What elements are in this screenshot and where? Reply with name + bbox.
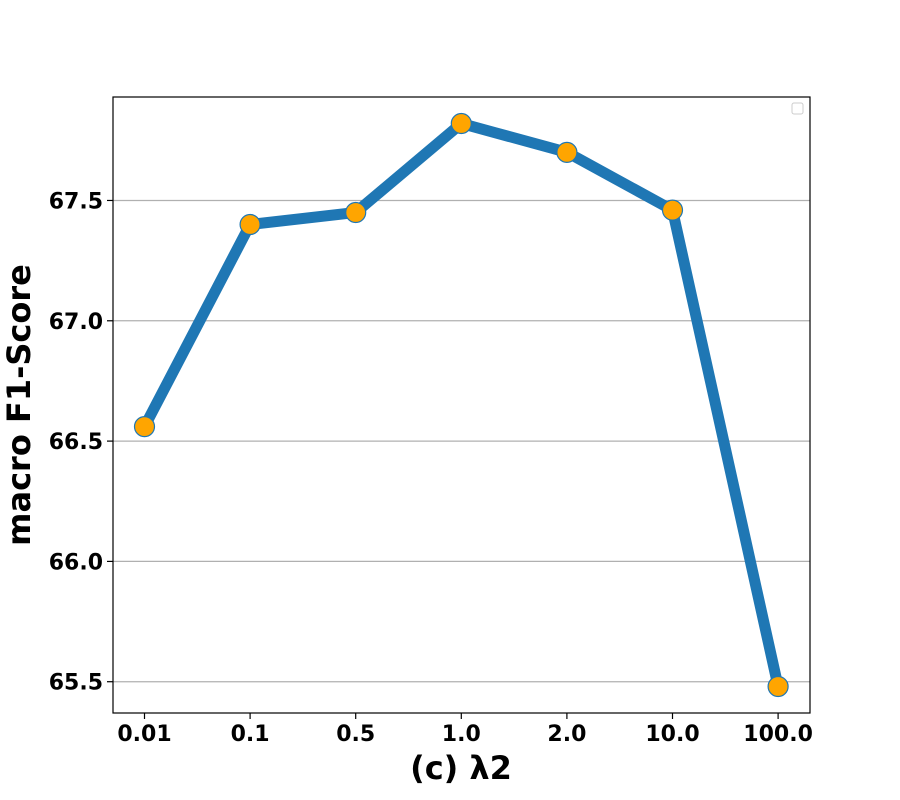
y-tick-label: 67.0 [49, 310, 103, 335]
series-line [139, 117, 784, 688]
y-tick-label: 66.5 [49, 430, 103, 455]
x-tick-label: 0.01 [117, 722, 171, 747]
y-axis-title: macro F1-Score [0, 264, 38, 546]
y-ticks: 65.5 66.0 66.5 67.0 67.5 [49, 189, 113, 696]
x-tick-label: 0.1 [231, 722, 270, 747]
y-tick-label: 67.5 [49, 189, 103, 214]
x-tick-label: 100.0 [743, 722, 813, 747]
data-point-marker [239, 213, 261, 236]
y-tick-label: 65.5 [49, 671, 103, 696]
grid-lines [113, 199, 810, 683]
x-tick-label: 2.0 [547, 722, 586, 747]
plot-frame [112, 96, 811, 714]
series-markers [133, 112, 789, 698]
x-tick-label: 10.0 [645, 722, 699, 747]
data-point-marker [556, 141, 578, 163]
x-ticks: 0.01 0.1 0.5 1.0 2.0 10.0 100.0 [117, 713, 813, 747]
data-point-marker [661, 199, 684, 221]
x-axis-title: (c) λ2 [410, 749, 512, 787]
y-tick-label: 66.0 [49, 550, 103, 575]
data-point-marker [345, 201, 367, 224]
data-point-marker [767, 675, 789, 698]
data-point-marker [133, 416, 156, 438]
data-point-marker [450, 112, 472, 135]
legend-box [791, 102, 804, 115]
x-tick-label: 0.5 [336, 722, 375, 747]
series-polyline [139, 117, 784, 688]
x-tick-label: 1.0 [442, 722, 481, 747]
